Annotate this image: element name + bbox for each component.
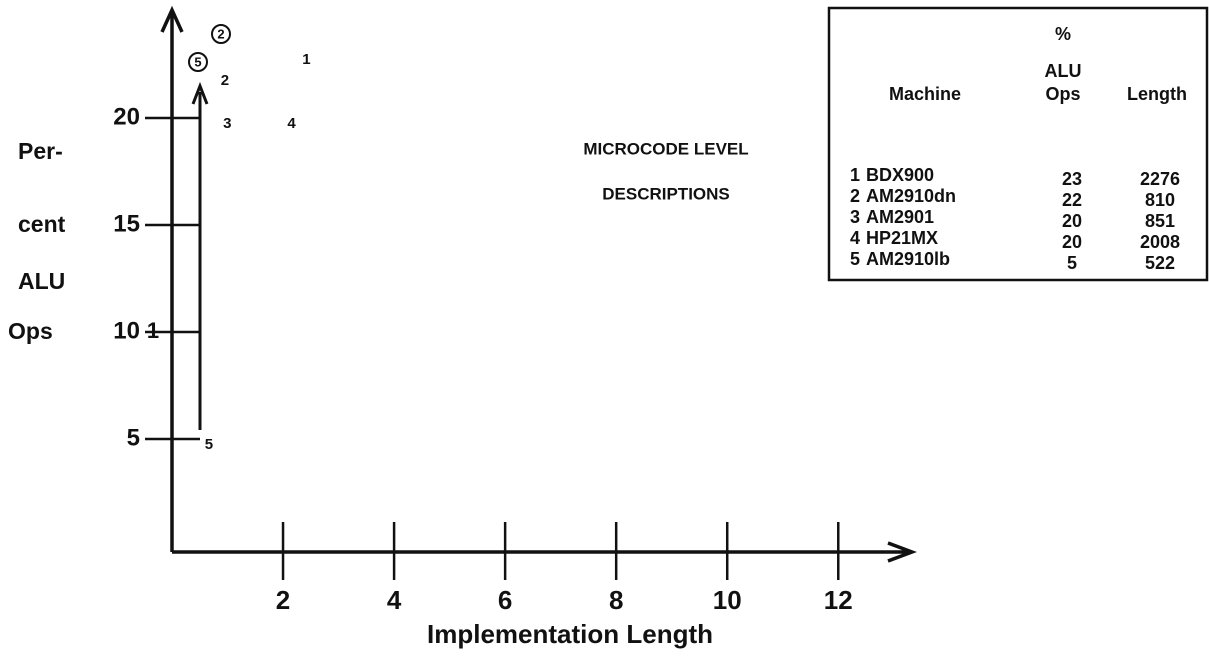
table-cell: 3 xyxy=(850,207,860,227)
table-header: ALU xyxy=(1045,61,1082,81)
table-cell: 522 xyxy=(1145,253,1175,273)
callout-circle xyxy=(211,24,231,44)
x-tick-label: 4 xyxy=(387,585,402,615)
y-tick-label: 15 xyxy=(113,210,140,237)
inner-axis xyxy=(191,81,209,430)
y-axis-label: Per- xyxy=(18,138,63,164)
y-axis-label: cent xyxy=(18,211,66,237)
table-box xyxy=(827,6,1209,282)
x-axis-label: Implementation Length xyxy=(427,619,713,649)
table-cell: AM2901 xyxy=(866,207,934,227)
table-cell: 851 xyxy=(1145,211,1175,231)
y-axis xyxy=(160,5,184,552)
table-cell: 5 xyxy=(850,249,860,269)
callout-label: 2 xyxy=(217,26,224,41)
y-tick-label: 10 xyxy=(113,317,140,344)
callout-label: 5 xyxy=(194,54,201,69)
table-cell: BDX900 xyxy=(866,165,934,185)
table-cell: 20 xyxy=(1062,232,1082,252)
x-axis xyxy=(172,541,917,563)
x-tick-label: 6 xyxy=(498,585,512,615)
point: 5 xyxy=(205,436,213,453)
table-cell: 2 xyxy=(850,186,860,206)
chart-title: DESCRIPTIONS xyxy=(602,184,730,203)
table-cell: 2276 xyxy=(1140,169,1180,189)
y-axis-label: Ops xyxy=(8,318,53,344)
y-tick-label: 20 xyxy=(113,103,140,130)
annotation: 1 xyxy=(147,318,159,343)
table-header: Machine xyxy=(889,84,961,104)
table-header: Ops xyxy=(1045,84,1080,104)
table-cell: 5 xyxy=(1067,253,1077,273)
table-cell: 22 xyxy=(1062,190,1082,210)
point: 1 xyxy=(302,51,310,68)
table-cell: 23 xyxy=(1062,169,1082,189)
x-tick-label: 2 xyxy=(276,585,290,615)
table-cell: 1 xyxy=(850,165,860,185)
table-cell: 4 xyxy=(850,228,860,248)
table-header: % xyxy=(1055,24,1071,44)
y-tick-label: 5 xyxy=(127,424,140,451)
x-tick-label: 8 xyxy=(609,585,623,615)
table-cell: 810 xyxy=(1145,190,1175,210)
table-cell: 2008 xyxy=(1140,232,1180,252)
table-cell: HP21MX xyxy=(866,228,938,248)
callout-circle xyxy=(188,52,208,72)
table-header: Length xyxy=(1127,84,1187,104)
x-tick-label: 10 xyxy=(713,585,742,615)
table-cell: AM2910dn xyxy=(866,186,956,206)
point: 2 xyxy=(221,72,229,89)
point: 3 xyxy=(223,115,231,132)
point: 4 xyxy=(287,115,296,132)
table-cell: AM2910lb xyxy=(866,249,950,269)
chart-title: MICROCODE LEVEL xyxy=(583,139,748,158)
y-axis-label: ALU xyxy=(18,268,65,294)
x-tick-label: 12 xyxy=(824,585,853,615)
table-cell: 20 xyxy=(1062,211,1082,231)
